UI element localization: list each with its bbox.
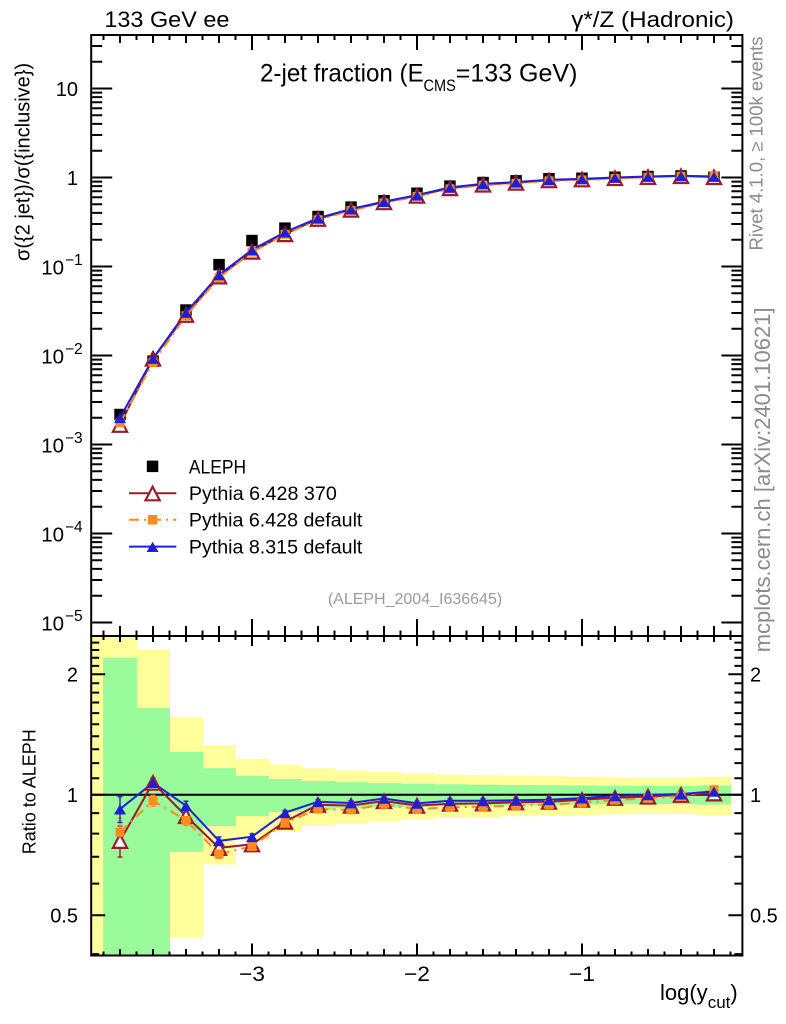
svg-text:−2: −2	[65, 341, 83, 358]
svg-text:10: 10	[41, 613, 64, 636]
svg-text:Pythia 6.428 370: Pythia 6.428 370	[189, 484, 337, 505]
svg-text:10: 10	[41, 257, 64, 280]
svg-text:Ratio to ALEPH: Ratio to ALEPH	[20, 729, 40, 854]
svg-text:Pythia 8.315 default: Pythia 8.315 default	[189, 538, 363, 559]
svg-text:2: 2	[67, 665, 78, 687]
svg-text:1: 1	[67, 168, 78, 190]
svg-text:10: 10	[56, 79, 78, 101]
svg-text:1: 1	[750, 785, 761, 807]
svg-text:1: 1	[67, 785, 78, 807]
svg-text:10: 10	[41, 346, 64, 369]
svg-text:mcplots.cern.ch [arXiv:2401.10: mcplots.cern.ch [arXiv:2401.10621]	[750, 307, 775, 652]
svg-text:−2: −2	[404, 963, 430, 986]
svg-text:σ({2 jet})/σ({inclusive}): σ({2 jet})/σ({inclusive})	[13, 63, 35, 261]
svg-text:10: 10	[41, 524, 64, 547]
svg-text:−3: −3	[65, 430, 83, 447]
svg-text:2: 2	[750, 665, 761, 687]
svg-text:−1: −1	[569, 963, 595, 986]
svg-text:0.5: 0.5	[50, 906, 78, 928]
svg-text:2-jet fraction (ECMS=133 GeV): 2-jet fraction (ECMS=133 GeV)	[260, 60, 577, 96]
svg-text:−1: −1	[65, 252, 83, 269]
svg-text:10: 10	[41, 435, 64, 458]
svg-text:0.5: 0.5	[750, 906, 778, 928]
svg-text:133 GeV ee: 133 GeV ee	[104, 7, 229, 32]
svg-text:−5: −5	[65, 608, 83, 625]
svg-text:(ALEPH_2004_I636645): (ALEPH_2004_I636645)	[328, 591, 502, 608]
svg-text:ALEPH: ALEPH	[189, 457, 246, 478]
svg-text:Rivet 4.1.0, ≥ 100k events: Rivet 4.1.0, ≥ 100k events	[747, 37, 767, 251]
svg-text:−4: −4	[65, 519, 83, 536]
svg-text:γ*/Z (Hadronic): γ*/Z (Hadronic)	[571, 7, 734, 32]
svg-text:−3: −3	[239, 963, 265, 986]
svg-text:Pythia 6.428 default: Pythia 6.428 default	[189, 511, 363, 532]
